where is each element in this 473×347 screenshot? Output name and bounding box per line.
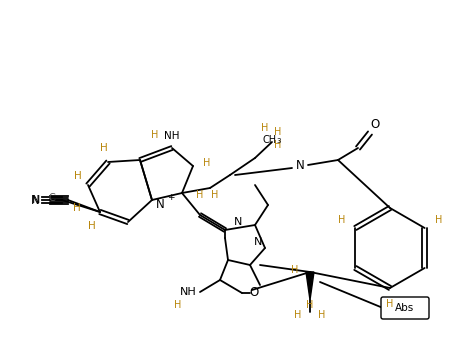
FancyBboxPatch shape: [381, 297, 429, 319]
Text: H: H: [338, 215, 345, 225]
Text: H: H: [100, 143, 108, 153]
Text: H: H: [261, 123, 269, 133]
Text: N: N: [254, 237, 262, 247]
Text: +: +: [167, 193, 175, 202]
Text: 3: 3: [276, 138, 280, 144]
Text: H: H: [307, 300, 314, 310]
Text: H: H: [386, 299, 394, 309]
Text: NH: NH: [180, 287, 196, 297]
Text: H: H: [318, 310, 326, 320]
Text: H: H: [88, 221, 96, 231]
Text: N: N: [234, 217, 242, 227]
Text: H: H: [196, 190, 204, 200]
Text: H: H: [175, 300, 182, 310]
Text: H: H: [274, 127, 282, 137]
Text: C: C: [49, 193, 55, 203]
Text: N: N: [156, 197, 165, 211]
Text: H: H: [435, 215, 442, 225]
Text: Abs: Abs: [395, 303, 415, 313]
Text: O: O: [249, 286, 259, 298]
Text: N: N: [31, 194, 39, 206]
Text: CH: CH: [263, 135, 277, 145]
Text: N: N: [32, 195, 40, 205]
Text: N: N: [296, 159, 304, 171]
Text: H: H: [203, 158, 210, 168]
Polygon shape: [306, 272, 314, 300]
Text: H: H: [274, 140, 282, 150]
Text: NH: NH: [164, 131, 180, 141]
Text: H: H: [294, 310, 302, 320]
Text: H: H: [151, 130, 158, 140]
Text: H: H: [74, 171, 82, 181]
Text: H: H: [291, 265, 298, 275]
Text: O: O: [370, 118, 380, 130]
Text: H: H: [211, 190, 219, 200]
Text: H: H: [73, 203, 81, 213]
